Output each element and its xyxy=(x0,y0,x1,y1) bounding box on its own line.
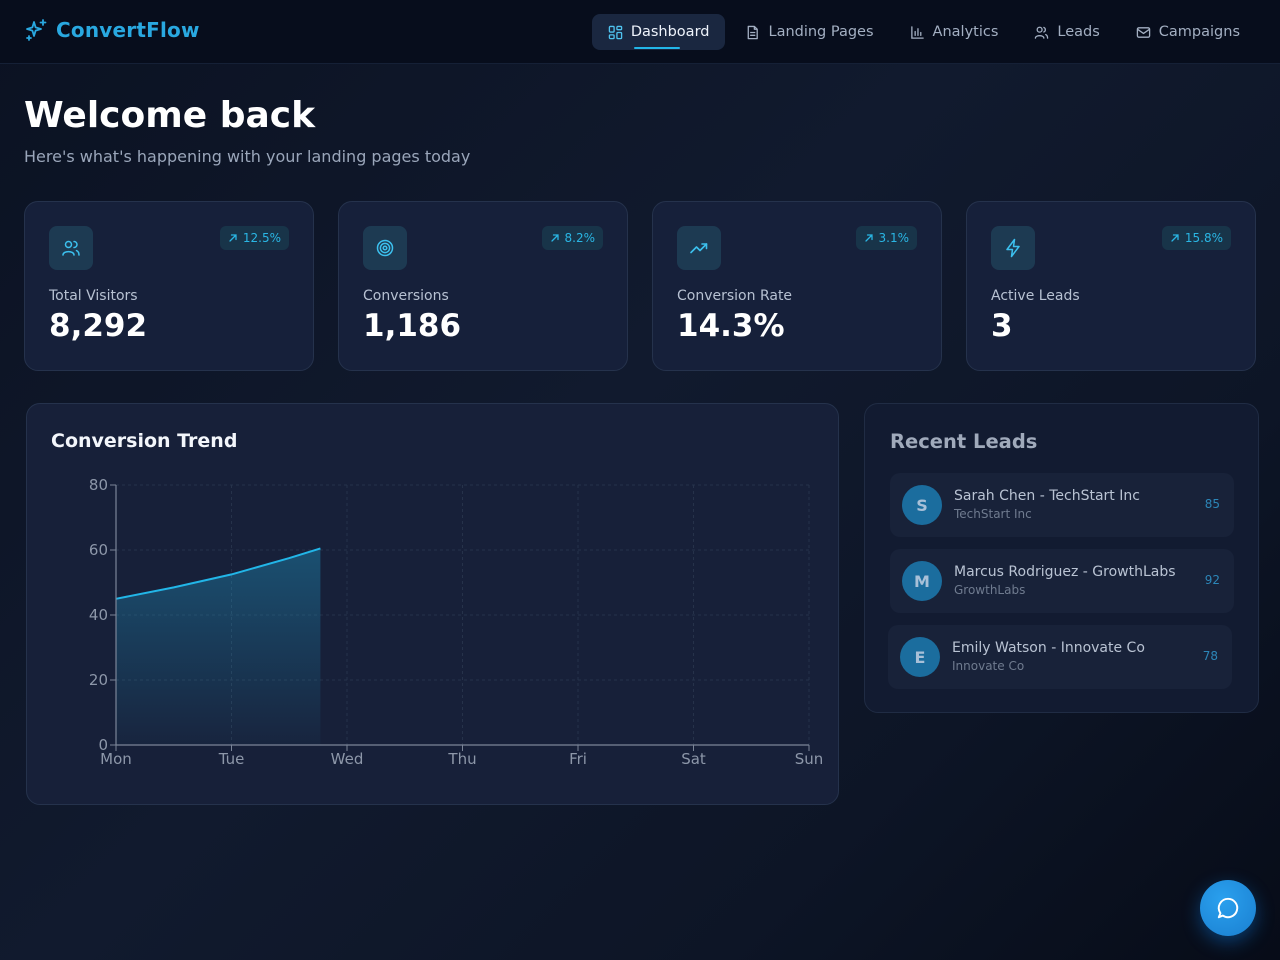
arrow-up-right-icon xyxy=(864,234,873,242)
series-line xyxy=(115,547,321,600)
stat-label: Active Leads xyxy=(991,288,1080,304)
lead-name: Sarah Chen - TechStart Inc xyxy=(954,488,1140,504)
stat-card-conversion-rate: 3.1% Conversion Rate 14.3% xyxy=(652,201,942,371)
lead-item[interactable]: E Emily Watson - Innovate Co Innovate Co… xyxy=(888,625,1232,689)
avatar: E xyxy=(900,637,940,677)
brand-logo[interactable]: ConvertFlow xyxy=(24,18,200,42)
top-nav-bar: ConvertFlow Dashboard Landing Pages Anal… xyxy=(0,0,1280,64)
lead-score: 78 xyxy=(1202,649,1218,663)
nav-item-landing-pages[interactable]: Landing Pages xyxy=(729,14,889,50)
users-icon xyxy=(1035,26,1049,39)
leads-title: Recent Leads xyxy=(890,430,1038,453)
stat-change-value: 3.1% xyxy=(878,231,910,245)
stat-icon-box xyxy=(363,226,407,270)
y-tick-label: 0 xyxy=(98,736,108,754)
conversion-trend-card: Conversion Trend 0 20 40 60 80 Mon Tue Wed Thu Fr… xyxy=(26,403,839,805)
nav-item-label: Dashboard xyxy=(630,24,710,40)
chat-button[interactable] xyxy=(1200,880,1256,936)
users-icon xyxy=(62,240,80,256)
arrow-up-right-icon xyxy=(229,234,237,242)
stat-label: Conversions xyxy=(363,288,449,304)
stat-change-badge: 12.5% xyxy=(219,226,289,250)
avatar: M xyxy=(902,561,942,601)
x-tick-label: Fri xyxy=(569,750,587,768)
page-title: Welcome back xyxy=(24,95,316,136)
lead-score: 85 xyxy=(1204,497,1220,511)
nav-item-analytics[interactable]: Analytics xyxy=(894,14,1015,50)
series-area xyxy=(116,548,321,745)
stat-value: 1,186 xyxy=(363,308,462,344)
stat-icon-box xyxy=(49,226,93,270)
stat-icon-box xyxy=(991,226,1035,270)
stat-card-total-visitors: 12.5% Total Visitors 8,292 xyxy=(24,201,314,371)
mail-icon xyxy=(1136,26,1151,38)
stat-change-badge: 8.2% xyxy=(541,226,603,250)
y-tick-label: 20 xyxy=(89,671,108,689)
avatar: S xyxy=(902,485,942,525)
document-icon xyxy=(748,25,759,39)
y-tick-label: 40 xyxy=(89,606,108,624)
chart-title: Conversion Trend xyxy=(51,430,238,452)
lightning-icon xyxy=(1006,238,1020,258)
lead-item[interactable]: S Sarah Chen - TechStart Inc TechStart I… xyxy=(890,473,1234,537)
lead-name: Marcus Rodriguez - GrowthLabs xyxy=(954,564,1176,580)
stat-value: 3 xyxy=(991,308,1013,344)
nav-item-label: Leads xyxy=(1057,24,1100,40)
nav-item-label: Landing Pages xyxy=(768,24,874,40)
x-tick-label: Wed xyxy=(331,750,364,768)
stat-icon-box xyxy=(677,226,721,270)
x-tick-label: Thu xyxy=(447,750,476,768)
main-nav: Dashboard Landing Pages Analytics Leads xyxy=(588,14,1256,50)
nav-item-dashboard[interactable]: Dashboard xyxy=(591,14,726,50)
stat-change-value: 8.2% xyxy=(564,231,596,245)
stat-change-badge: 3.1% xyxy=(855,226,917,250)
x-tick-label: Sun xyxy=(795,750,824,768)
trending-up-icon xyxy=(690,243,708,254)
stat-card-active-leads: 15.8% Active Leads 3 xyxy=(966,201,1256,371)
nav-item-leads[interactable]: Leads xyxy=(1018,14,1115,50)
stat-value: 14.3% xyxy=(677,308,785,344)
lead-item[interactable]: M Marcus Rodriguez - GrowthLabs GrowthLa… xyxy=(890,549,1234,613)
x-tick-label: Sat xyxy=(681,750,706,768)
conversion-trend-chart: 0 20 40 60 80 Mon Tue Wed Thu Fri Sat Sun xyxy=(89,476,824,768)
recent-leads-card: Recent Leads S Sarah Chen - TechStart In… xyxy=(864,403,1259,713)
stat-change-badge: 15.8% xyxy=(1161,226,1231,250)
y-tick-label: 60 xyxy=(89,541,108,559)
lead-name: Emily Watson - Innovate Co xyxy=(952,640,1145,656)
stat-value: 8,292 xyxy=(49,308,148,344)
page-subtitle: Here's what's happening with your landin… xyxy=(24,147,471,166)
chat-bubble-icon xyxy=(1217,897,1239,919)
target-icon xyxy=(376,239,394,257)
dashboard-grid-icon xyxy=(608,25,623,39)
lead-company: TechStart Inc xyxy=(954,507,1032,521)
stat-label: Conversion Rate xyxy=(677,288,793,304)
lead-company: Innovate Co xyxy=(952,659,1025,673)
lead-company: GrowthLabs xyxy=(954,583,1026,597)
x-tick-label: Tue xyxy=(218,750,245,768)
stat-change-value: 12.5% xyxy=(242,231,281,245)
stat-card-conversions: 8.2% Conversions 1,186 xyxy=(338,201,628,371)
x-tick-label: Mon xyxy=(100,750,132,768)
bar-chart-icon xyxy=(910,25,924,39)
y-tick-label: 80 xyxy=(89,476,108,494)
arrow-up-right-icon xyxy=(1171,234,1179,242)
arrow-up-right-icon xyxy=(550,234,559,242)
nav-item-campaigns[interactable]: Campaigns xyxy=(1120,14,1256,50)
nav-item-label: Campaigns xyxy=(1158,24,1240,40)
stat-label: Total Visitors xyxy=(49,288,138,304)
brand-name: ConvertFlow xyxy=(56,18,200,42)
lead-score: 92 xyxy=(1204,573,1220,587)
nav-item-label: Analytics xyxy=(932,24,999,40)
sparkles-icon xyxy=(26,19,47,41)
stat-change-value: 15.8% xyxy=(1184,231,1223,245)
